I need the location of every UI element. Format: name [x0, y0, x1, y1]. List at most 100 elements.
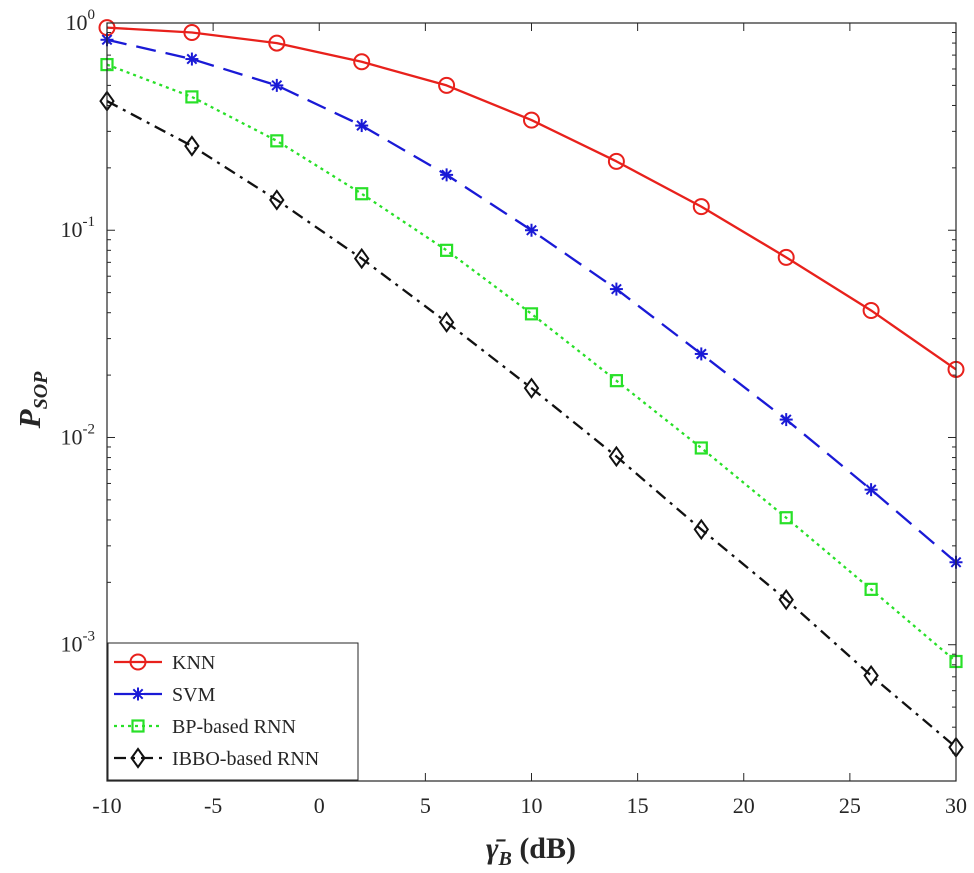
y-axis-label: PSOP [12, 371, 52, 430]
data-point [525, 223, 538, 237]
marker-circle [268, 34, 286, 52]
marker-asterisk-d2 [441, 169, 452, 181]
data-point [694, 347, 708, 361]
data-point [438, 311, 455, 333]
y-tick-label-exponent: -1 [83, 214, 96, 230]
x-axis-label-unit: (dB) [512, 832, 576, 865]
data-point [353, 53, 371, 71]
data-point [269, 189, 285, 211]
marker-asterisk-d2 [356, 120, 368, 131]
data-point [609, 282, 623, 296]
y-tick-label-base: 10 [61, 217, 83, 242]
marker-square [864, 582, 878, 596]
marker-circle [353, 53, 371, 71]
marker-asterisk-d2 [132, 688, 144, 700]
marker-circle [777, 248, 795, 266]
data-point [355, 187, 369, 201]
x-tick-labels: -10 -5 0 5 10 15 20 25 30 [92, 793, 967, 818]
marker-square [524, 307, 539, 321]
data-point [779, 413, 793, 427]
marker-circle [523, 111, 540, 129]
x-tick-label: 5 [420, 793, 431, 818]
legend-entry: SVM [114, 684, 216, 706]
data-point [270, 78, 284, 92]
x-tick-label: 30 [945, 793, 967, 818]
marker-asterisk-d2 [271, 79, 283, 91]
data-point [183, 23, 201, 41]
x-tick-label: -10 [92, 793, 121, 818]
legend-label: KNN [172, 652, 215, 674]
data-point [523, 111, 540, 129]
y-tick-label-base: 10 [66, 10, 88, 35]
data-point [523, 377, 540, 399]
y-tick-label-base: 10 [61, 632, 83, 657]
marker-asterisk-d2 [865, 484, 877, 496]
data-point [694, 441, 708, 455]
marker-diamond [269, 189, 285, 211]
legend-marker [131, 719, 145, 733]
x-tick-label: 15 [627, 793, 649, 818]
marker-circle [692, 198, 710, 216]
y-tick-label: 10-2 [61, 421, 96, 449]
x-axis-label: γ̄B (dB) [486, 832, 576, 868]
marker-diamond [693, 518, 710, 541]
marker-diamond [184, 135, 200, 157]
legend-marker [130, 747, 146, 769]
marker-diamond [353, 247, 370, 270]
legend-label: BP-based RNN [172, 716, 296, 738]
legend-label: IBBO-based RNN [172, 748, 319, 770]
legend-entry: KNN [114, 652, 215, 674]
data-point [185, 90, 199, 104]
y-axis-label-main: P [12, 408, 47, 429]
data-point [609, 374, 624, 388]
x-tick-label: 10 [521, 793, 543, 818]
data-point [864, 483, 878, 497]
data-point [185, 52, 199, 66]
data-point [268, 34, 286, 52]
marker-square [355, 187, 369, 201]
marker-asterisk-d2 [695, 348, 707, 360]
marker-square [440, 243, 454, 257]
data-point [779, 511, 793, 525]
marker-square [270, 134, 284, 148]
marker-asterisk-d2 [186, 53, 198, 65]
marker-diamond [523, 377, 540, 399]
data-point [863, 664, 879, 687]
marker-diamond [778, 588, 794, 611]
x-tick-label: -5 [204, 793, 222, 818]
x-tick-label: 20 [733, 793, 755, 818]
y-tick-label-exponent: -2 [83, 421, 96, 437]
legend: KNN SVM BP-based RNN IBBO-based RNN [107, 642, 359, 781]
y-tick-label-base: 10 [61, 424, 83, 449]
y-axis-label-sub: SOP [30, 371, 52, 410]
data-point [524, 307, 539, 321]
marker-circle [129, 653, 147, 671]
data-point [862, 301, 880, 319]
data-point [607, 152, 625, 170]
data-point [778, 588, 794, 611]
data-point [608, 445, 625, 468]
marker-asterisk-d2 [611, 283, 622, 295]
legend-entry: BP-based RNN [114, 716, 296, 738]
marker-diamond [438, 311, 455, 333]
marker-diamond [130, 747, 146, 769]
marker-square [131, 719, 145, 733]
marker-asterisk-d2 [780, 414, 792, 425]
data-point [440, 168, 454, 182]
data-point [355, 119, 369, 133]
marker-asterisk-d2 [526, 224, 537, 236]
legend-entry: IBBO-based RNN [114, 747, 319, 770]
legend-marker [129, 653, 147, 671]
series-line [106, 63, 957, 663]
data-point [440, 243, 454, 257]
y-tick-label: 10-3 [61, 629, 96, 657]
data-point [864, 582, 878, 596]
data-point [692, 198, 710, 216]
marker-square [185, 90, 199, 104]
marker-diamond [863, 664, 879, 687]
legend-label: SVM [172, 684, 216, 706]
marker-circle [607, 152, 625, 170]
